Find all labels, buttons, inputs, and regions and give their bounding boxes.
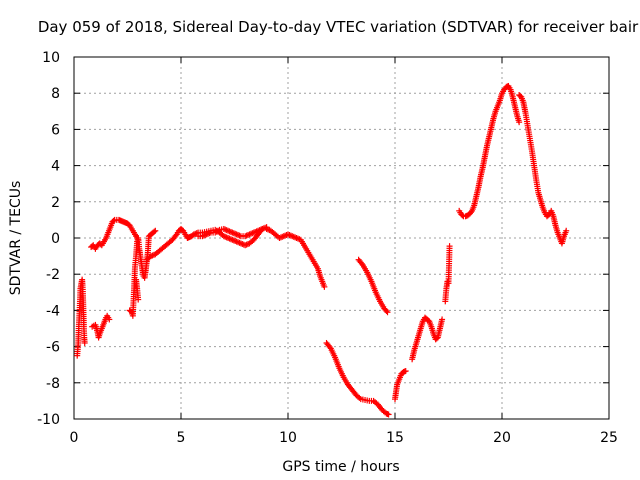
y-tick-label: -2 xyxy=(46,267,60,283)
x-tick-label: 25 xyxy=(600,430,618,446)
grid xyxy=(74,57,609,419)
data-point xyxy=(446,243,453,250)
data-point xyxy=(172,232,179,239)
data-point xyxy=(467,209,474,216)
data-point xyxy=(106,316,113,323)
plot-frame xyxy=(73,56,610,420)
y-tick-label: 4 xyxy=(51,159,60,175)
x-tick-label: 10 xyxy=(279,430,297,446)
y-axis-ticks: -10 -8 -6 -4 -2 0 2 4 6 8 10 xyxy=(37,50,609,428)
data-point xyxy=(402,368,409,375)
data-point xyxy=(135,296,142,303)
chart-title: Day 059 of 2018, Sidereal Day-to-day VTE… xyxy=(38,18,639,36)
y-tick-label: -6 xyxy=(46,340,60,356)
data-point xyxy=(110,217,117,224)
y-tick-label: 6 xyxy=(51,122,60,138)
data-point xyxy=(152,227,159,234)
y-axis-label: SDTVAR / TECUs xyxy=(8,181,24,296)
data-point xyxy=(151,228,158,235)
y-tick-label: 10 xyxy=(42,50,60,66)
x-tick-label: 15 xyxy=(386,430,404,446)
x-tick-label: 5 xyxy=(177,430,186,446)
x-axis-ticks: 0 5 10 15 20 25 xyxy=(70,57,618,446)
x-axis-label: GPS time / hours xyxy=(282,459,399,475)
y-tick-label: -8 xyxy=(46,376,60,392)
y-tick-label: 8 xyxy=(51,86,60,102)
x-tick-label: 0 xyxy=(70,430,79,446)
data-point xyxy=(383,308,390,315)
data-point xyxy=(321,283,328,290)
y-tick-label: -10 xyxy=(37,412,60,428)
y-tick-label: 0 xyxy=(51,231,60,247)
data-point xyxy=(563,227,570,234)
data-point xyxy=(326,344,333,351)
x-tick-label: 20 xyxy=(493,430,511,446)
y-tick-label: 2 xyxy=(51,195,60,211)
data-point xyxy=(81,339,88,346)
data-point xyxy=(516,119,523,126)
y-tick-label: -4 xyxy=(46,303,60,319)
data-points xyxy=(74,82,570,418)
data-point xyxy=(385,411,392,418)
data-point xyxy=(439,316,446,323)
data-point xyxy=(358,260,365,267)
data-point xyxy=(384,309,391,316)
